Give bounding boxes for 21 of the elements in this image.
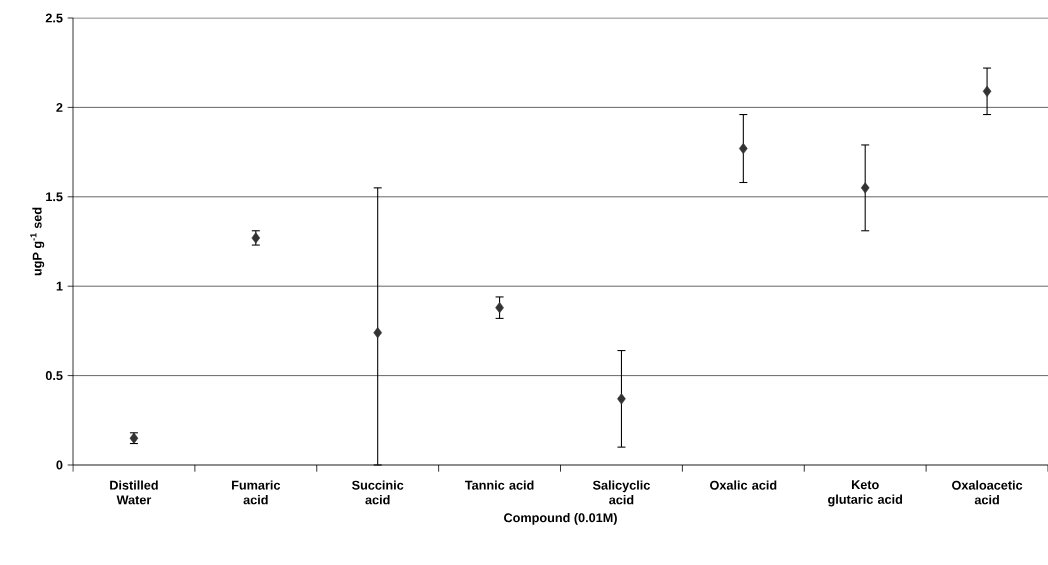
y-tick-label: 1.5: [46, 192, 63, 202]
y-tick-label: 0.5: [45, 371, 63, 381]
y-tick-label: 1: [56, 281, 63, 291]
x-tick-label: Oxalic acid: [710, 480, 777, 490]
y-tick-label: 2: [56, 102, 63, 112]
x-tick-label: Oxaloacetic acid: [952, 480, 1023, 505]
x-tick-label: Keto glutaric acid: [828, 480, 903, 507]
y-tick-label: 0: [56, 460, 63, 470]
point: [860, 182, 870, 194]
point: [617, 393, 626, 405]
y-tick-label: 2.5: [45, 13, 63, 23]
x-tick-label: Tannic acid: [464, 480, 534, 490]
x-tick-label: Fumaric acid: [232, 480, 281, 505]
point: [373, 327, 382, 339]
x-tick-label: Salicyclic acid: [592, 480, 650, 505]
point: [495, 302, 504, 314]
x-tick-label: Distilled Water: [110, 480, 158, 505]
x-tick-label: Succinic acid: [352, 480, 404, 505]
point: [982, 85, 992, 97]
x-axis-title: Compound (0.01M): [504, 512, 617, 525]
y-axis-title: ugP g$^{-1}$ sed: [30, 207, 45, 276]
